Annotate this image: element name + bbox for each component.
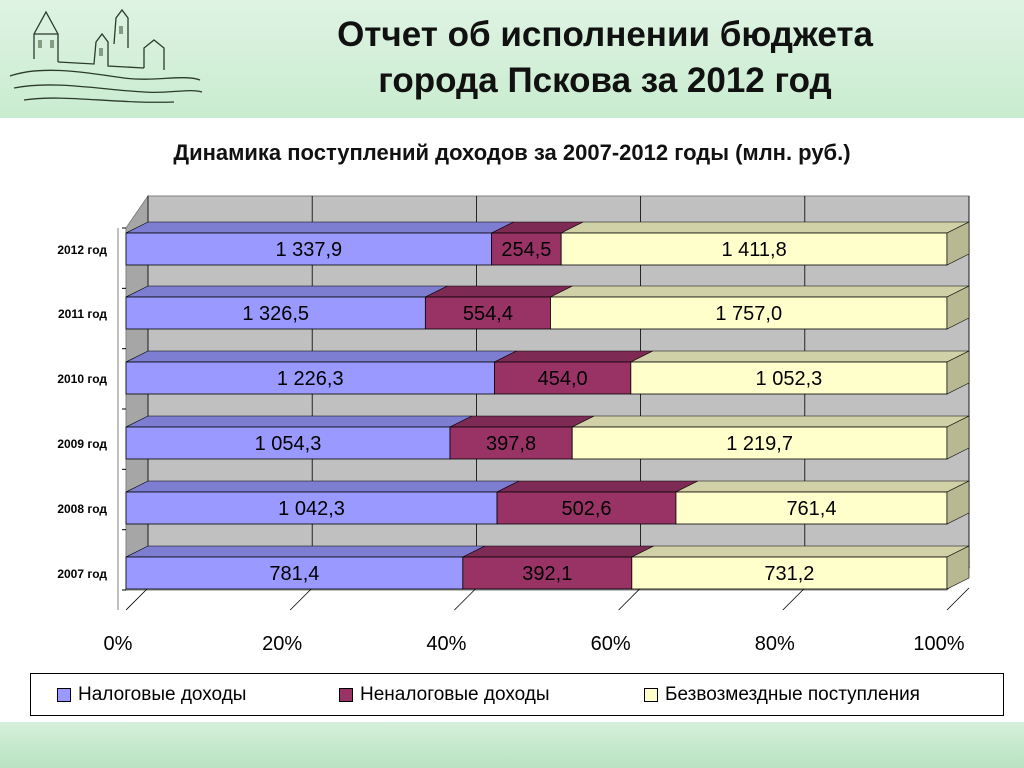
bar-segment [571, 426, 948, 460]
floor-gridline [618, 587, 641, 611]
floor-gridline [454, 587, 477, 611]
data-label: 254,5 [501, 239, 551, 261]
y-category-label: 2009 год [57, 437, 107, 451]
bar-top-face [125, 545, 485, 558]
data-label: 1 337,9 [275, 239, 342, 261]
legend-label-nontax: Неналоговые доходы [360, 684, 550, 705]
x-tick-label: 100% [913, 633, 964, 655]
chart-title: Динамика поступлений доходов за 2007-201… [173, 140, 851, 165]
x-tick-label: 80% [755, 633, 795, 655]
bar-segment [462, 556, 633, 590]
bar-end-face [946, 285, 970, 330]
x-tick-label: 0% [104, 633, 133, 655]
chart-legend: Налоговые доходы Неналоговые доходы Безв… [30, 673, 1004, 716]
bar-segment [125, 232, 493, 266]
data-label: 554,4 [463, 303, 513, 325]
legend-label-transfers: Безвозмездные поступления [665, 684, 920, 705]
floor-gridline [289, 587, 313, 611]
y-category-label: 2012 год [57, 243, 107, 257]
bar-segment [125, 361, 495, 395]
bar-segment [491, 232, 562, 266]
data-label: 1 054,3 [255, 433, 322, 455]
bar-end-face [946, 221, 970, 266]
bar-segment [675, 491, 948, 525]
legend-item-transfers: Безвозмездные поступления [644, 684, 920, 706]
y-category-label: 2010 год [57, 372, 107, 386]
legend-swatch-tax [57, 688, 71, 702]
bar-end-face [946, 350, 970, 395]
data-label: 392,1 [522, 563, 572, 585]
bar-top-face [630, 350, 970, 363]
bar-top-face [125, 350, 517, 363]
bar-segment [631, 556, 948, 590]
data-label: 731,2 [764, 563, 814, 585]
bar-top-face [561, 221, 970, 234]
bar-segment [125, 491, 498, 525]
data-label: 1 226,3 [277, 368, 344, 390]
data-label: 1 411,8 [721, 239, 786, 261]
bar-end-face [946, 545, 970, 590]
legend-item-nontax: Неналоговые доходы [339, 684, 550, 706]
data-label: 1 219,7 [726, 433, 793, 455]
bar-top-face [572, 415, 970, 428]
header-band [0, 0, 1024, 118]
y-category-label: 2007 год [57, 567, 107, 581]
data-label: 761,4 [786, 498, 836, 520]
legend-label-tax: Налоговые доходы [78, 684, 247, 705]
data-label: 397,8 [486, 433, 536, 455]
bar-segment [424, 296, 551, 330]
bar-segment [494, 361, 632, 395]
bar-top-face [125, 415, 473, 428]
bar-top-face [125, 221, 514, 234]
floor-gridline [946, 587, 970, 611]
stacked-bar-chart: 0% 20% 40% 60% 80% 100% 2012 год 1 337,9 254,5 1 … [57, 194, 971, 655]
bar-top-face [425, 285, 573, 298]
bar-top-face [494, 350, 653, 363]
data-label: 1 326,5 [242, 303, 309, 325]
floor-gridline [782, 587, 806, 611]
bar-top-face [631, 545, 970, 558]
bar-segment [125, 426, 451, 460]
bar-segment [550, 296, 948, 330]
bar-top-face [496, 480, 699, 493]
data-label: 1 042,3 [278, 498, 345, 520]
x-tick-label: 60% [591, 633, 631, 655]
slide-title-line-1: Отчет об исполнении бюджета [337, 15, 873, 54]
bar-segment [449, 426, 573, 460]
bar-top-face [462, 545, 654, 558]
bar-top-face [449, 415, 595, 428]
bar-top-face [675, 480, 970, 493]
slide-title: Отчет об исполнении бюджета города Псков… [250, 12, 960, 104]
data-label: 502,6 [561, 498, 611, 520]
legend-swatch-nontax [339, 688, 353, 702]
footer-band [0, 722, 1024, 768]
data-label: 781,4 [269, 563, 319, 585]
data-label: 1 757,0 [715, 303, 782, 325]
pskov-kremlin-logo [9, 8, 203, 103]
legend-item-tax: Налоговые доходы [57, 684, 246, 706]
bar-end-face [946, 480, 970, 525]
x-tick-label: 40% [426, 633, 466, 655]
bar-segment [496, 491, 677, 525]
slide-title-line-2: города Пскова за 2012 год [378, 61, 832, 100]
bar-segment [560, 232, 948, 266]
legend-swatch-transfers [644, 688, 658, 702]
bar-top-face [125, 480, 520, 493]
bar-segment [630, 361, 948, 395]
bar-top-face [550, 285, 970, 298]
y-category-label: 2008 год [57, 502, 107, 516]
y-category-label: 2011 год [58, 307, 107, 321]
data-label: 1 052,3 [756, 368, 823, 390]
bar-end-face [946, 415, 970, 460]
bar-top-face [125, 285, 448, 298]
x-tick-label: 20% [262, 633, 302, 655]
floor-gridline [125, 587, 149, 611]
data-label: 454,0 [538, 368, 588, 390]
